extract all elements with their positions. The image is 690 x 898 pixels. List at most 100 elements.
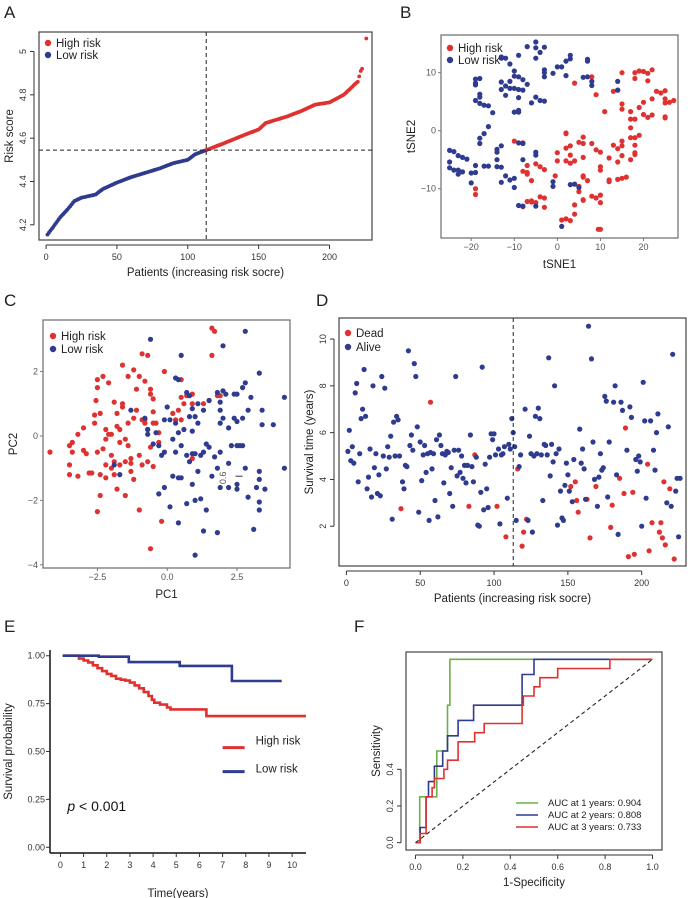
data-point: [537, 49, 543, 56]
data-point: [658, 520, 664, 526]
y-tick-label: 10: [318, 334, 328, 344]
data-point: [477, 75, 483, 82]
x-tick-label: 200: [634, 578, 649, 588]
data-point: [477, 140, 483, 147]
panel-label-e: E: [4, 617, 15, 636]
x-tick-label: 5: [174, 860, 179, 870]
data-point: [142, 415, 148, 421]
data-point: [170, 410, 176, 416]
data-point: [346, 427, 352, 433]
data-point: [533, 39, 539, 45]
data-point: [636, 68, 642, 74]
data-point: [589, 140, 595, 147]
data-point: [364, 486, 370, 492]
data-point: [511, 175, 517, 181]
data-point: [399, 479, 406, 485]
data-point: [584, 58, 591, 64]
data-point: [450, 503, 456, 509]
data-point: [653, 430, 660, 436]
data-point: [587, 535, 593, 541]
data-point: [550, 179, 556, 185]
data-point: [619, 70, 625, 76]
data-point: [655, 411, 661, 417]
data-point: [150, 463, 156, 470]
panel-a: A 0 50 100 150 200 4.2 4.4 4.6 4.8 5 Patients (incr…: [4, 3, 373, 279]
data-point: [563, 216, 569, 222]
data-point: [645, 114, 651, 120]
data-point: [414, 424, 420, 430]
data-point: [533, 161, 539, 167]
data-point: [485, 163, 491, 169]
data-point: [186, 393, 193, 399]
data-point: [520, 157, 526, 163]
data-point: [447, 490, 453, 497]
data-point: [622, 425, 629, 431]
data-point: [632, 151, 638, 158]
data-point: [178, 394, 184, 400]
data-point: [494, 149, 500, 155]
data-point: [256, 507, 262, 513]
data-point: [478, 489, 484, 495]
data-point: [602, 109, 608, 115]
y-tick-label: 0.75: [27, 699, 45, 709]
x-tick-label: 150: [251, 252, 266, 262]
data-point: [420, 452, 426, 458]
data-point: [217, 399, 223, 405]
data-point: [576, 184, 582, 191]
x-tick-label: 100: [180, 252, 195, 262]
data-point: [404, 464, 410, 470]
data-point: [481, 507, 487, 513]
data-point: [251, 526, 257, 533]
data-point: [477, 135, 483, 141]
data-point: [649, 96, 655, 102]
data-point: [345, 448, 351, 454]
data-point: [659, 535, 666, 541]
data-point: [662, 88, 668, 94]
data-point: [662, 96, 668, 102]
data-point: [636, 453, 642, 459]
legend-marker: [44, 51, 52, 59]
data-point: [223, 391, 229, 397]
data-point: [433, 437, 440, 443]
data-point: [541, 44, 548, 50]
data-point: [435, 514, 441, 520]
data-point: [178, 352, 184, 358]
legend-marker: [49, 345, 57, 353]
data-point: [501, 444, 507, 450]
data-point: [178, 417, 184, 423]
data-point: [371, 465, 377, 471]
legend-item: Low risk: [44, 50, 98, 62]
data-point: [117, 472, 123, 478]
y-tick-label: 4.8: [18, 89, 28, 102]
data-point: [532, 413, 539, 419]
x-tick-label: 0.0: [409, 862, 422, 872]
data-point: [597, 192, 604, 198]
data-point: [226, 484, 232, 491]
x-tick-label: 100: [487, 578, 502, 588]
data-point: [652, 467, 658, 473]
x-tick-label: 50: [415, 578, 425, 588]
data-point: [580, 134, 586, 140]
legend-marker: [344, 329, 352, 337]
data-point: [580, 154, 586, 160]
data-point: [161, 484, 167, 491]
data-point: [513, 517, 519, 524]
data-point: [192, 414, 198, 420]
data-point: [370, 383, 376, 389]
data-point: [472, 169, 479, 176]
data-point: [619, 143, 625, 149]
data-point: [228, 443, 234, 449]
y-tick-label: 1.00: [27, 651, 45, 661]
data-point: [516, 140, 522, 146]
data-point: [355, 479, 361, 485]
data-point: [119, 401, 126, 407]
data-point: [383, 466, 389, 472]
y-axis-label: Sensitivity: [371, 725, 383, 777]
data-point: [627, 404, 633, 410]
data-point: [436, 432, 442, 438]
data-point: [97, 410, 103, 416]
data-point: [256, 499, 262, 505]
data-point: [563, 460, 570, 466]
data-point: [645, 78, 651, 84]
x-tick-label: −10: [507, 242, 522, 252]
